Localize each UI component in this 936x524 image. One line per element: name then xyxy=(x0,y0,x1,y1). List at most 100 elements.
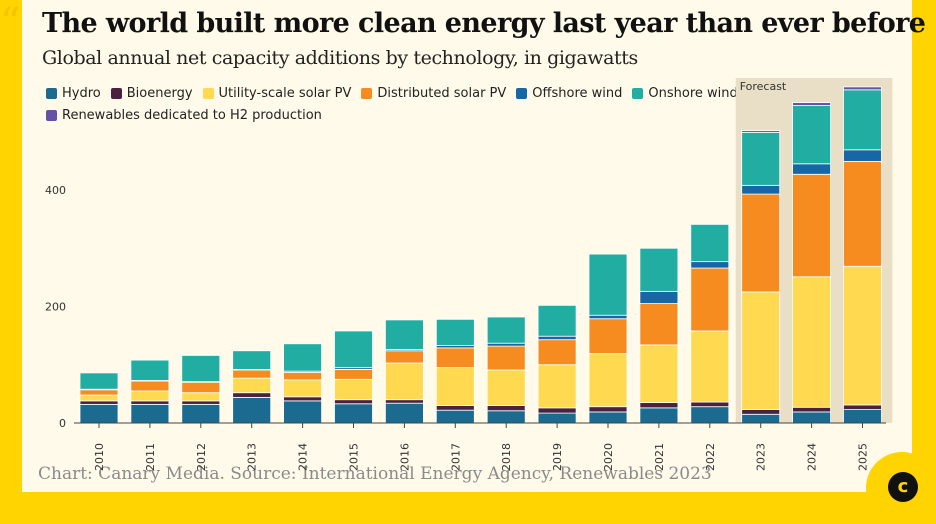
bar-segment xyxy=(384,362,424,401)
bar-segment xyxy=(741,409,781,415)
forecast-label: Forecast xyxy=(740,80,787,93)
bar-segment xyxy=(792,105,831,165)
bar-segment xyxy=(588,253,628,316)
bar-segment xyxy=(334,369,373,380)
legend-label: Offshore wind xyxy=(532,86,623,101)
bar-segment xyxy=(334,378,373,401)
bar-segment xyxy=(537,339,577,366)
bar-segment xyxy=(792,276,831,408)
bar-segment xyxy=(690,261,730,269)
bar-segment xyxy=(232,392,272,398)
bar-segment xyxy=(537,407,577,414)
bar-segment xyxy=(843,265,882,406)
bar-segment xyxy=(537,364,577,409)
bar-segment xyxy=(843,89,882,151)
chart-title: The world built more clean energy last y… xyxy=(42,8,926,39)
x-tick-label: 2015 xyxy=(348,443,361,471)
bar-segment xyxy=(792,411,831,424)
bar-segment xyxy=(181,392,221,402)
bar-segment xyxy=(792,163,831,175)
legend-swatch xyxy=(361,88,373,99)
bar-segment xyxy=(741,184,781,195)
legend-label: Hydro xyxy=(62,86,101,101)
bar-segment xyxy=(79,400,119,405)
bar-segment xyxy=(435,318,475,346)
legend-swatch xyxy=(46,109,57,121)
bar-segment xyxy=(690,330,730,403)
x-tick-label: 2023 xyxy=(755,443,768,471)
legend-label: Onshore wind xyxy=(648,86,738,101)
bar-segment xyxy=(741,413,781,424)
legend-item: Offshore wind xyxy=(516,85,622,103)
bar-segment xyxy=(792,173,831,278)
bar-segment xyxy=(588,318,628,355)
legend-swatch xyxy=(202,88,214,99)
bar-segment xyxy=(639,344,679,404)
bar-segment xyxy=(486,342,526,347)
x-tick-label: 2024 xyxy=(806,443,819,471)
x-tick-label: 2018 xyxy=(500,443,513,471)
bar-segment xyxy=(741,291,781,411)
x-tick-label: 2013 xyxy=(246,443,259,471)
y-tick-label: 200 xyxy=(45,301,66,314)
x-tick-label: 2021 xyxy=(653,443,666,471)
bar-segment xyxy=(232,377,272,394)
bar-segment xyxy=(79,403,119,424)
legend-swatch xyxy=(516,88,528,99)
y-tick-label: 0 xyxy=(59,417,66,430)
x-tick-label: 2020 xyxy=(602,443,615,471)
bar-segment xyxy=(537,335,577,341)
legend-item: Hydro xyxy=(46,85,101,103)
bar-segment xyxy=(843,404,882,411)
bar-segment xyxy=(181,400,221,405)
bar-segment xyxy=(588,411,628,424)
bar-segment xyxy=(283,396,323,402)
legend-item: Bioenergy xyxy=(110,85,193,103)
legend-item: Utility-scale solar PV xyxy=(202,85,351,103)
bar-segment xyxy=(283,379,323,398)
bar-segment xyxy=(334,399,373,405)
bar-segment xyxy=(181,403,221,424)
bar-segment xyxy=(130,380,170,392)
x-tick-label: 2025 xyxy=(857,443,870,471)
bar-segment xyxy=(486,405,526,412)
x-tick-label: 2019 xyxy=(551,443,564,471)
bar-segment xyxy=(588,406,628,413)
bar-segment xyxy=(232,369,272,379)
bar-segment xyxy=(334,403,373,424)
bar-segment xyxy=(639,303,679,346)
legend-label: Renewables dedicated to H2 production xyxy=(62,107,322,123)
chart-source-credit: Chart: Canary Media. Source: Internation… xyxy=(38,464,712,484)
bar-segment xyxy=(486,410,526,424)
chart-subtitle: Global annual net capacity additions by … xyxy=(42,47,638,69)
bar-segment xyxy=(334,330,373,369)
chart-legend: Hydro Bioenergy Utility-scale solar PV Dist… xyxy=(46,84,766,127)
bar-segment xyxy=(537,412,577,424)
corner-quote-mark: “ xyxy=(0,0,21,46)
bar-segment xyxy=(283,343,323,372)
bar-segment xyxy=(690,401,730,408)
bar-segment xyxy=(639,290,679,304)
bar-segment xyxy=(435,405,475,411)
legend-swatch xyxy=(46,88,57,99)
bar-segment xyxy=(232,350,272,370)
legend-label: Distributed solar PV xyxy=(377,86,507,101)
bar-segment xyxy=(384,399,424,404)
bar-segment xyxy=(384,350,424,364)
bar-segment xyxy=(79,389,119,396)
bar-segment xyxy=(588,353,628,408)
legend-swatch xyxy=(110,88,122,99)
bar-segment xyxy=(690,406,730,424)
bar-segment xyxy=(843,86,882,91)
bar-segment xyxy=(741,193,781,293)
bar-segment xyxy=(435,347,475,369)
stacked-bar-chart: Forecast 0 200 400 2010 2011 2012 2013 2014 2015 2… xyxy=(45,78,893,471)
bar-segment xyxy=(435,409,475,424)
bar-segment xyxy=(792,102,831,106)
bar-segment xyxy=(283,400,323,424)
bar-segment xyxy=(79,372,119,390)
x-tick-label: 2017 xyxy=(449,443,462,471)
bar-segment xyxy=(843,161,882,267)
bar-segment xyxy=(690,267,730,332)
x-tick-label: 2011 xyxy=(144,443,157,471)
